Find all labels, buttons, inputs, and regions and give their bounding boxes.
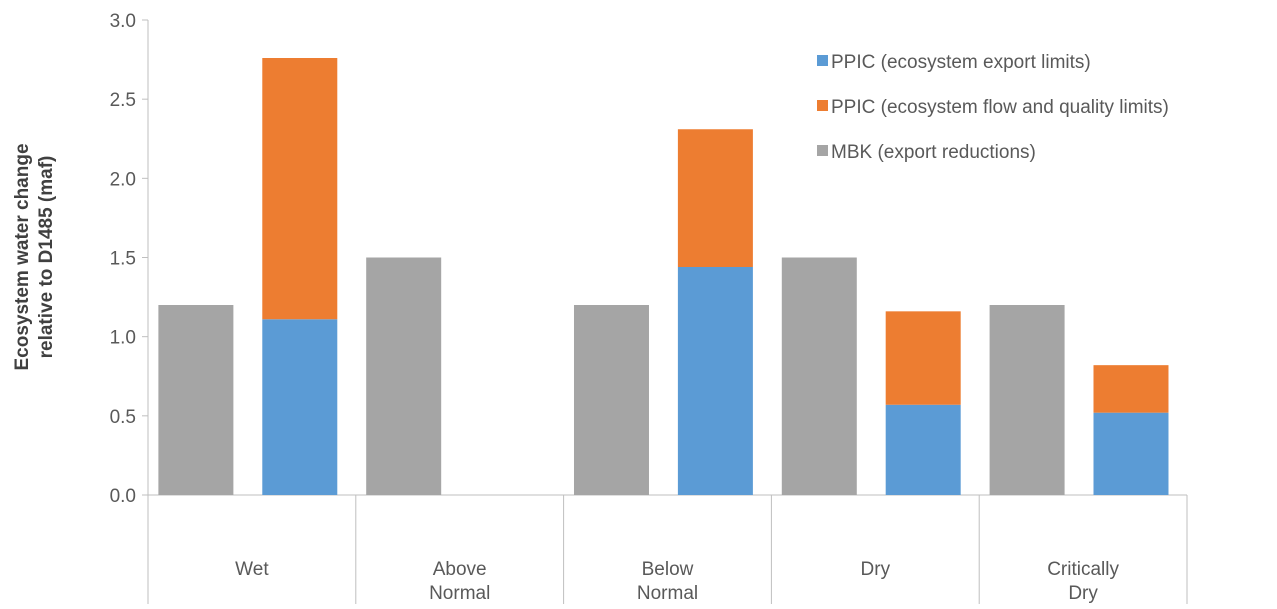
- y-axis-title: Ecosystem water change relative to D1485…: [12, 143, 57, 370]
- bar-ppic-flow: [885, 311, 961, 405]
- bar-ppic-flow: [262, 58, 338, 320]
- category-label: Dry: [1068, 583, 1098, 604]
- category-labels: Wet Above Normal Below Normal Dry Critically Dr…: [235, 559, 1119, 604]
- bar-ppic-export: [1093, 412, 1169, 495]
- bar-ppic-export: [677, 267, 753, 495]
- bar-mbk: [989, 305, 1065, 495]
- bars: [158, 58, 1169, 495]
- category-label: Below: [642, 559, 694, 580]
- y-tick-label: 1.0: [110, 328, 136, 349]
- y-tick-label: 2.5: [110, 90, 136, 111]
- category-label: Normal: [637, 583, 698, 604]
- y-axis-title-line-1: Ecosystem water change: [12, 143, 33, 370]
- y-tick-label: 0.5: [110, 407, 136, 428]
- bar-ppic-flow: [677, 129, 753, 267]
- legend-label: PPIC (ecosystem export limits): [831, 52, 1091, 73]
- legend-label: MBK (export reductions): [831, 142, 1036, 163]
- y-tick-label: 0.0: [110, 486, 136, 507]
- y-tick-label: 1.5: [110, 249, 136, 270]
- bar-mbk: [158, 305, 234, 495]
- bar-mbk: [573, 305, 649, 495]
- bar-mbk: [781, 257, 857, 495]
- category-label: Wet: [235, 559, 269, 580]
- legend-swatch: [817, 55, 828, 66]
- bar-mbk: [366, 257, 442, 495]
- category-label: Critically: [1047, 559, 1119, 580]
- category-label: Above: [433, 559, 487, 580]
- legend: PPIC (ecosystem export limits) PPIC (ecos…: [817, 52, 1169, 163]
- y-tick-label: 3.0: [110, 11, 136, 32]
- y-tick-label: 2.0: [110, 169, 136, 190]
- y-axis-ticks: 0.0 0.5 1.0 1.5 2.0 2.5 3.0: [110, 11, 148, 507]
- legend-label: PPIC (ecosystem flow and quality limits): [831, 97, 1169, 118]
- category-label: Dry: [861, 559, 891, 580]
- legend-swatch: [817, 145, 828, 156]
- category-label: Normal: [429, 583, 490, 604]
- bar-ppic-export: [262, 319, 338, 495]
- y-axis-title-line-2: relative to D1485 (maf): [36, 156, 57, 359]
- legend-swatch: [817, 100, 828, 111]
- bar-ppic-flow: [1093, 365, 1169, 413]
- bar-ppic-export: [885, 404, 961, 495]
